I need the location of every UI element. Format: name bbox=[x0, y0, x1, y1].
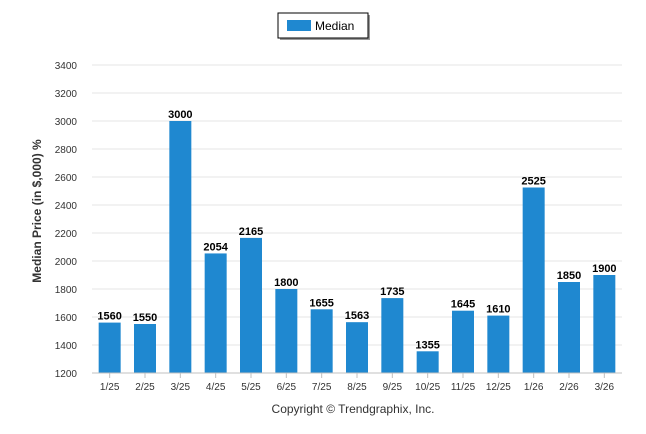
x-tick-label: 5/25 bbox=[241, 382, 261, 393]
bar[interactable] bbox=[416, 351, 439, 373]
data-label: 1800 bbox=[274, 277, 298, 289]
data-label: 1655 bbox=[309, 297, 333, 309]
y-tick-label: 2800 bbox=[55, 145, 78, 156]
bar[interactable] bbox=[169, 121, 192, 373]
bar[interactable] bbox=[452, 310, 474, 373]
bar[interactable] bbox=[310, 309, 333, 373]
bar[interactable] bbox=[204, 253, 227, 373]
data-label: 1560 bbox=[97, 311, 121, 323]
y-tick-label: 3200 bbox=[55, 89, 78, 100]
x-axis-ticks: 1/25 2/25 3/25 4/25 5/25 6/25 7/25 8/25 9/25 10/2… bbox=[100, 373, 615, 393]
legend[interactable]: Median bbox=[277, 12, 370, 40]
data-label: 1355 bbox=[415, 339, 439, 351]
x-tick-label: 12/25 bbox=[486, 382, 511, 393]
data-label: 3000 bbox=[168, 109, 192, 121]
x-tick-label: 2/26 bbox=[559, 382, 579, 393]
bar[interactable] bbox=[522, 187, 545, 374]
bar[interactable] bbox=[487, 315, 510, 373]
y-axis-ticks: 1200 1400 1600 1800 2000 2200 2400 2600 2800 3000… bbox=[55, 61, 78, 380]
y-tick-label: 2600 bbox=[55, 173, 78, 184]
y-tick-label: 1400 bbox=[55, 341, 78, 352]
x-tick-label: 7/25 bbox=[312, 382, 332, 393]
bar[interactable] bbox=[275, 289, 298, 373]
y-tick-label: 1200 bbox=[55, 369, 78, 380]
data-label: 1735 bbox=[380, 286, 404, 298]
x-tick-label: 3/25 bbox=[171, 382, 191, 393]
x-tick-label: 2/25 bbox=[135, 382, 155, 393]
legend-swatch bbox=[287, 20, 311, 31]
data-labels: 1560 1550 3000 2054 2165 1800 1655 1563 1735 1355… bbox=[97, 109, 616, 351]
bar[interactable] bbox=[558, 282, 580, 373]
data-label: 2054 bbox=[203, 241, 228, 253]
x-tick-label: 8/25 bbox=[347, 382, 367, 393]
bar[interactable] bbox=[134, 324, 156, 373]
y-tick-label: 1800 bbox=[55, 285, 78, 296]
bar[interactable] bbox=[381, 298, 404, 373]
x-tick-label: 3/26 bbox=[595, 382, 615, 393]
data-label: 2525 bbox=[521, 176, 545, 188]
bars bbox=[98, 121, 616, 374]
bar[interactable] bbox=[240, 237, 262, 373]
legend-label: Median bbox=[315, 19, 354, 33]
y-tick-label: 1600 bbox=[55, 313, 78, 324]
data-label: 1563 bbox=[345, 310, 369, 322]
y-tick-label: 3000 bbox=[55, 117, 78, 128]
copyright: Copyright © Trendgraphix, Inc. bbox=[272, 402, 435, 416]
data-label: 2165 bbox=[239, 226, 263, 238]
x-tick-label: 9/25 bbox=[383, 382, 403, 393]
x-tick-label: 10/25 bbox=[415, 382, 440, 393]
y-tick-label: 2000 bbox=[55, 257, 78, 268]
data-label: 1850 bbox=[557, 270, 581, 282]
x-tick-label: 1/25 bbox=[100, 382, 120, 393]
y-tick-label: 2200 bbox=[55, 229, 78, 240]
data-label: 1550 bbox=[133, 312, 157, 324]
x-tick-label: 11/25 bbox=[451, 382, 476, 393]
bar[interactable] bbox=[98, 322, 121, 373]
bar[interactable] bbox=[593, 275, 616, 373]
bar[interactable] bbox=[346, 322, 368, 373]
data-label: 1610 bbox=[486, 304, 510, 316]
y-tick-label: 3400 bbox=[55, 61, 78, 72]
data-label: 1645 bbox=[451, 299, 475, 311]
y-axis-label: Median Price (in $,000) % bbox=[30, 139, 44, 283]
x-tick-label: 6/25 bbox=[277, 382, 297, 393]
data-label: 1900 bbox=[592, 263, 616, 275]
y-tick-label: 2400 bbox=[55, 201, 78, 212]
x-tick-label: 4/25 bbox=[206, 382, 226, 393]
x-tick-label: 1/26 bbox=[524, 382, 544, 393]
